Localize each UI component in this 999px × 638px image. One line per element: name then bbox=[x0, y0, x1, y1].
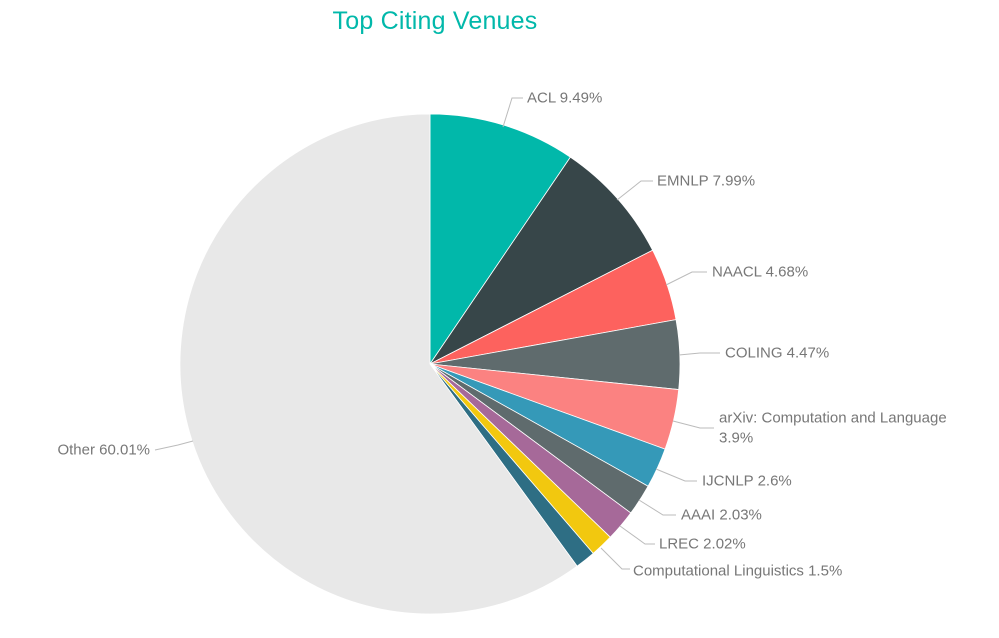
leader-line-ijcnlp bbox=[655, 468, 697, 482]
leader-line-coling bbox=[678, 352, 720, 356]
leader-line-other bbox=[154, 440, 194, 451]
slice-label-line2: 3.9% bbox=[719, 430, 753, 447]
slice-label-computational-linguistics: Computational Linguistics 1.5% bbox=[633, 563, 842, 580]
leader-line-aaai bbox=[638, 499, 676, 516]
chart-title: Top Citing Venues bbox=[332, 7, 538, 35]
slice-label-acl: ACL 9.49% bbox=[527, 90, 602, 107]
slice-label-line1: arXiv: Computation and Language bbox=[719, 410, 947, 427]
leader-line-emnlp bbox=[616, 180, 653, 201]
slice-label-aaai: AAAI 2.03% bbox=[681, 507, 762, 524]
leader-line-computational-linguistics bbox=[600, 547, 630, 570]
leader-line-lrec bbox=[619, 525, 655, 545]
leader-line-arxiv-computation-and-language bbox=[672, 420, 714, 429]
slice-label-arxiv-computation-and-language: arXiv: Computation and Language 3.9% bbox=[719, 410, 947, 447]
slice-label-lrec: LREC 2.02% bbox=[659, 536, 746, 553]
slice-label-emnlp: EMNLP 7.99% bbox=[657, 173, 755, 190]
slice-label-coling: COLING 4.47% bbox=[725, 345, 829, 362]
slice-label-naacl: NAACL 4.68% bbox=[712, 264, 808, 281]
slice-label-other: Other 60.01% bbox=[57, 442, 150, 459]
slice-label-ijcnlp: IJCNLP 2.6% bbox=[702, 473, 792, 490]
leader-line-naacl bbox=[665, 271, 707, 286]
pie-slice-emnlp[interactable] bbox=[429, 156, 654, 365]
leader-line-acl bbox=[502, 97, 523, 128]
